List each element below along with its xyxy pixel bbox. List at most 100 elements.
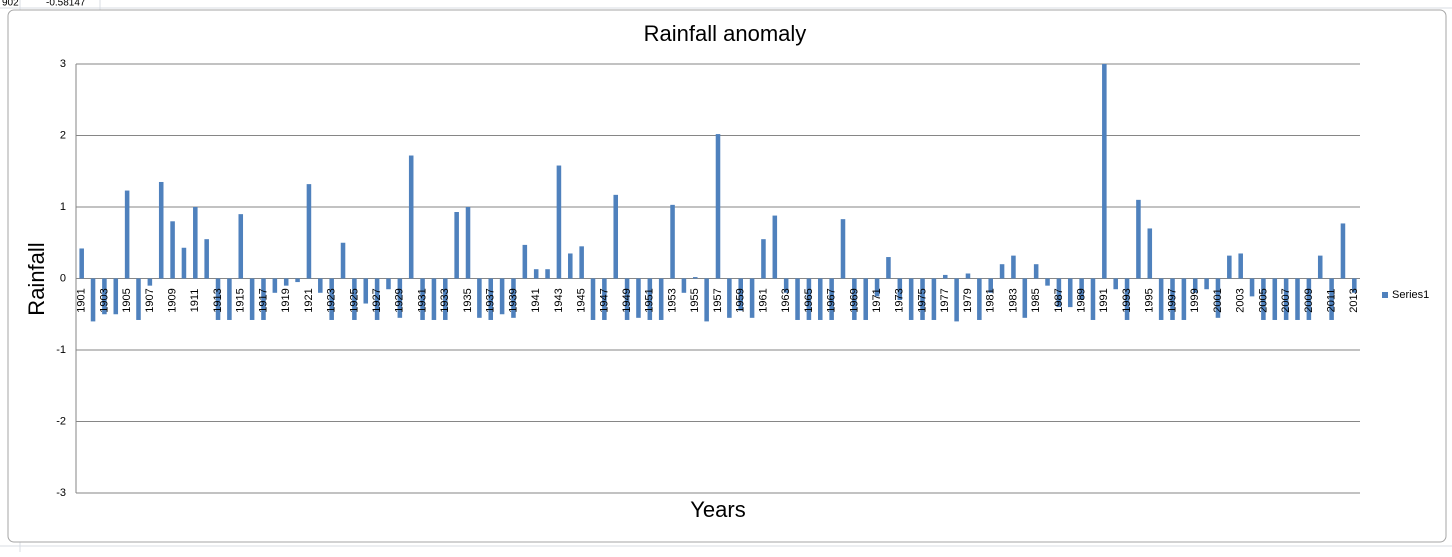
x-tick-label: 1961 bbox=[757, 288, 769, 312]
x-tick-label: 1927 bbox=[371, 288, 383, 312]
bar bbox=[352, 278, 357, 320]
bar bbox=[897, 278, 903, 300]
bar bbox=[193, 207, 198, 279]
bar bbox=[1022, 278, 1028, 318]
bar bbox=[136, 278, 141, 320]
x-tick-label: 2011 bbox=[1325, 289, 1337, 313]
x-tick-label: 1909 bbox=[166, 288, 178, 312]
x-tick-label: 1925 bbox=[348, 288, 360, 312]
bar bbox=[363, 278, 369, 304]
bar bbox=[522, 244, 528, 279]
bar bbox=[90, 278, 96, 322]
sheet-cell: -0.58147 bbox=[46, 0, 86, 9]
bar bbox=[431, 278, 437, 320]
bar bbox=[602, 278, 607, 320]
bar bbox=[1317, 255, 1323, 279]
x-tick-label: 1923 bbox=[326, 288, 338, 312]
bar bbox=[1352, 278, 1357, 293]
bar bbox=[556, 165, 562, 279]
y-tick-label: 2 bbox=[60, 129, 66, 141]
x-tick-label: 2007 bbox=[1280, 288, 1292, 312]
bar bbox=[988, 278, 993, 293]
bar bbox=[158, 181, 164, 279]
bar bbox=[908, 278, 914, 320]
bar bbox=[374, 278, 380, 320]
x-tick-label: 1963 bbox=[780, 288, 792, 312]
x-tick-label: 1981 bbox=[985, 288, 997, 312]
bar bbox=[443, 278, 448, 320]
bar bbox=[579, 246, 584, 279]
x-tick-label: 1959 bbox=[735, 288, 747, 312]
y-tick-label: -3 bbox=[56, 487, 66, 499]
bar bbox=[1045, 278, 1050, 286]
bar bbox=[977, 278, 982, 320]
bar bbox=[1249, 278, 1255, 297]
bar bbox=[488, 278, 494, 320]
bar bbox=[408, 155, 414, 279]
bar bbox=[761, 239, 766, 279]
bar bbox=[465, 207, 471, 279]
x-tick-label: 1905 bbox=[121, 288, 133, 312]
bar bbox=[1056, 278, 1062, 308]
y-tick-label: 1 bbox=[60, 201, 66, 213]
bar bbox=[817, 278, 823, 320]
bar bbox=[1261, 278, 1266, 320]
x-tick-label: 1921 bbox=[303, 288, 315, 312]
x-tick-label: 1931 bbox=[416, 288, 428, 312]
x-tick-label: 1929 bbox=[394, 288, 406, 312]
x-tick-label: 1993 bbox=[1121, 288, 1133, 312]
x-tick-label: 1911 bbox=[189, 289, 201, 313]
x-tick-label: 1965 bbox=[803, 288, 815, 312]
x-tick-label: 1947 bbox=[598, 288, 610, 312]
x-tick-label: 1939 bbox=[507, 288, 519, 312]
bar bbox=[499, 278, 505, 315]
bar bbox=[1102, 64, 1107, 279]
x-tick-label: 1987 bbox=[1053, 288, 1065, 312]
y-tick-label: 3 bbox=[60, 58, 66, 70]
bar bbox=[318, 278, 323, 293]
x-tick-label: 1995 bbox=[1144, 288, 1156, 312]
y-axis-title: Rainfall bbox=[24, 242, 49, 315]
bar bbox=[1079, 278, 1084, 300]
bar bbox=[1170, 278, 1175, 320]
bar bbox=[942, 274, 948, 279]
bar bbox=[249, 278, 255, 320]
chart-area[interactable] bbox=[7, 9, 1447, 543]
y-tick-label: 0 bbox=[60, 272, 66, 284]
bar bbox=[920, 278, 925, 320]
bar bbox=[272, 278, 278, 293]
x-tick-label: 1955 bbox=[689, 288, 701, 312]
bar bbox=[636, 278, 641, 318]
x-tick-label: 2013 bbox=[1348, 288, 1360, 312]
bar bbox=[886, 257, 891, 279]
bar bbox=[1329, 278, 1334, 320]
bar bbox=[454, 212, 459, 279]
bar bbox=[965, 273, 971, 279]
x-tick-label: 1919 bbox=[280, 288, 292, 312]
bar bbox=[863, 278, 868, 320]
bar bbox=[829, 278, 834, 320]
x-tick-label: 1997 bbox=[1166, 288, 1178, 312]
bar bbox=[340, 242, 346, 279]
bar bbox=[124, 190, 130, 279]
bar bbox=[79, 248, 84, 279]
bar bbox=[1227, 255, 1232, 279]
x-tick-label: 1903 bbox=[98, 288, 110, 312]
x-tick-label: 2005 bbox=[1257, 288, 1269, 312]
x-tick-label: 1913 bbox=[212, 288, 224, 312]
bar bbox=[568, 253, 573, 279]
bar bbox=[1192, 278, 1198, 293]
bar bbox=[1033, 264, 1039, 279]
x-tick-label: 1977 bbox=[939, 288, 951, 312]
bar bbox=[727, 278, 732, 318]
bar bbox=[658, 278, 664, 320]
bar bbox=[647, 278, 653, 320]
bar bbox=[170, 221, 175, 279]
legend-label: Series1 bbox=[1392, 289, 1429, 301]
bar bbox=[840, 219, 846, 279]
bar bbox=[1272, 278, 1278, 320]
bar bbox=[477, 278, 482, 318]
bar bbox=[420, 278, 425, 320]
